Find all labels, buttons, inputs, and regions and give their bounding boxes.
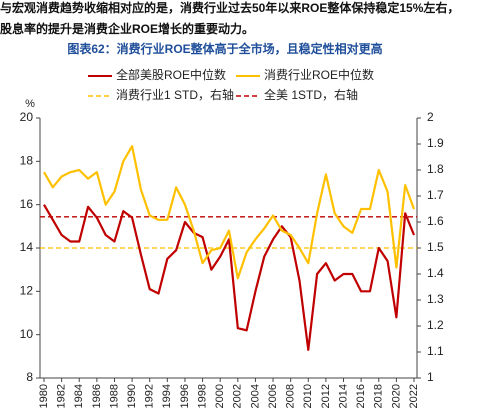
x-tick-label: 2008 <box>285 384 297 408</box>
y-axis-label: % <box>25 98 35 110</box>
x-tick-label: 2020 <box>390 384 402 408</box>
legend-label: 全部美股ROE中位数 <box>116 67 226 82</box>
legend-label: 消费行业1 STD，右轴 <box>116 87 234 102</box>
y-tick-label: 10 <box>20 327 34 341</box>
intro-text: 与宏观消费趋势收缩相对应的是，消费行业过去50年以来ROE整体保持稳定15%左右… <box>0 0 459 15</box>
x-tick-label: 2014 <box>337 384 349 408</box>
x-tick-label: 1988 <box>108 384 120 408</box>
y2-tick-label: 1.7 <box>427 188 444 202</box>
y2-tick-label: 1.6 <box>427 214 444 228</box>
y2-tick-label: 1.3 <box>427 292 444 306</box>
x-tick-label: 2018 <box>373 384 385 408</box>
x-tick-label: 2000 <box>214 384 226 408</box>
y-tick-label: 16 <box>20 197 34 211</box>
y2-tick-label: 1.2 <box>427 318 444 332</box>
x-tick-label: 1980 <box>38 384 50 408</box>
y-tick-label: 18 <box>20 154 34 168</box>
y-tick-label: 12 <box>20 284 34 298</box>
x-tick-label: 2016 <box>355 384 367 408</box>
x-tick-label: 1998 <box>196 384 208 408</box>
series-line <box>43 204 416 351</box>
y2-tick-label: 1.5 <box>427 240 444 254</box>
chart-title: 图表62：消费行业ROE整体高于全市场，且稳定性相对更高 <box>67 41 382 56</box>
legend-label: 全美 1STD，右轴 <box>264 87 358 102</box>
x-tick-label: 1990 <box>126 384 138 408</box>
x-tick-label: 1994 <box>161 384 173 408</box>
y2-tick-label: 1.1 <box>427 344 444 358</box>
y-tick-label: 20 <box>20 110 34 124</box>
legend-label: 消费行业ROE中位数 <box>264 67 374 82</box>
x-tick-label: 2022 <box>408 384 420 408</box>
intro-text: 股息率的提升是消费企业ROE增长的重要动力。 <box>0 21 254 36</box>
series-line <box>43 145 416 280</box>
y-tick-label: 8 <box>26 370 33 384</box>
x-tick-label: 1996 <box>179 384 191 408</box>
y2-tick-label: 1.8 <box>427 162 444 176</box>
x-tick-label: 2012 <box>320 384 332 408</box>
x-tick-label: 1986 <box>91 384 103 408</box>
x-tick-label: 2010 <box>302 384 314 408</box>
y2-tick-label: 1 <box>427 370 434 384</box>
y2-tick-label: 1.9 <box>427 136 444 150</box>
x-tick-label: 2002 <box>232 384 244 408</box>
y2-tick-label: 1.4 <box>427 266 444 280</box>
y-tick-label: 14 <box>20 240 34 254</box>
x-tick-label: 1982 <box>56 384 68 408</box>
y2-tick-label: 2 <box>427 110 434 124</box>
x-tick-label: 1984 <box>73 384 85 408</box>
x-tick-label: 2006 <box>267 384 279 408</box>
x-tick-label: 2004 <box>249 384 261 408</box>
x-tick-label: 1992 <box>144 384 156 408</box>
